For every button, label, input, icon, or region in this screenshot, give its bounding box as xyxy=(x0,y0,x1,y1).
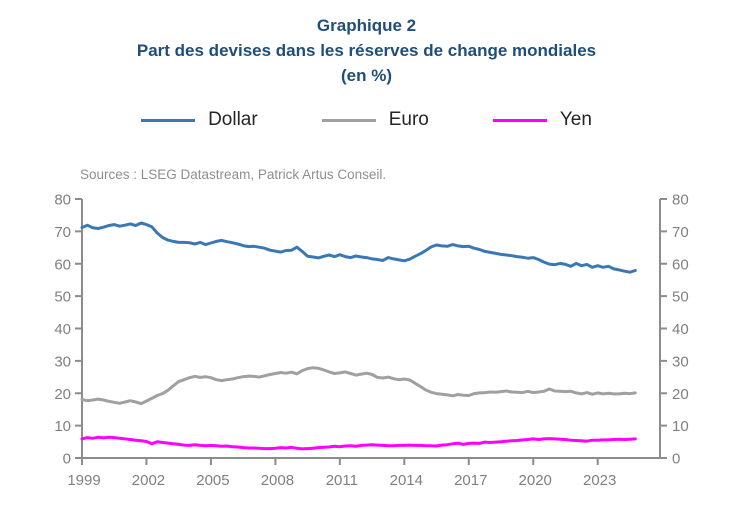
y-axis-tick-label-right: 50 xyxy=(672,289,689,306)
y-axis-tick-label-left: 50 xyxy=(54,289,71,306)
y-axis-tick-label-right: 60 xyxy=(672,256,689,273)
chart-title: Graphique 2 xyxy=(316,16,417,35)
y-axis-tick-label-right: 20 xyxy=(672,386,689,403)
legend-item-yen: Yen xyxy=(492,109,592,131)
x-axis-tick-label: 2005 xyxy=(196,472,229,489)
legend-label-dollar: Dollar xyxy=(208,109,258,130)
y-axis-tick-label-left: 0 xyxy=(63,451,71,468)
x-axis-tick-label: 2011 xyxy=(326,472,358,489)
legend: Dollar Euro Yen xyxy=(0,109,733,131)
x-axis-tick-label: 2014 xyxy=(390,472,423,489)
dollar-line-swatch-icon xyxy=(141,118,196,122)
y-axis-tick-label-left: 80 xyxy=(54,192,71,209)
y-axis-tick-label-right: 0 xyxy=(672,451,680,468)
chart-subtitle: Part des devises dans les réserves de ch… xyxy=(136,41,597,60)
yen-line-swatch-icon xyxy=(492,118,547,122)
y-axis-tick-label-right: 10 xyxy=(672,418,689,435)
x-axis-tick-label: 2023 xyxy=(583,472,616,489)
euro-line-swatch-icon xyxy=(321,118,376,122)
yen-line xyxy=(80,435,637,451)
title-block: Graphique 2 Part des devises dans les ré… xyxy=(0,13,733,88)
y-axis-tick-label-left: 30 xyxy=(54,353,71,370)
x-axis-tick-label: 2002 xyxy=(132,472,165,489)
legend-item-euro: Euro xyxy=(321,109,429,131)
legend-label-euro: Euro xyxy=(388,109,429,130)
y-axis-tick-label-left: 20 xyxy=(54,386,71,403)
chart-unit-label: (en %) xyxy=(341,66,392,85)
y-axis-tick-label-right: 30 xyxy=(672,353,689,370)
x-axis-tick-label: 1999 xyxy=(67,472,100,489)
legend-item-dollar: Dollar xyxy=(141,109,258,131)
y-axis-tick-label-right: 70 xyxy=(672,224,689,241)
euro-line xyxy=(80,366,637,406)
y-axis-tick-label-left: 60 xyxy=(54,256,71,273)
y-axis-tick-label-right: 40 xyxy=(672,321,689,338)
y-axis-tick-label-left: 10 xyxy=(54,418,71,435)
dollar-line xyxy=(80,221,637,274)
legend-label-yen: Yen xyxy=(559,109,592,130)
x-axis-tick-label: 2008 xyxy=(261,472,294,489)
x-axis-tick-label: 2017 xyxy=(454,472,487,489)
y-axis-tick-label-left: 70 xyxy=(54,224,71,241)
x-axis-tick-label: 2020 xyxy=(519,472,552,489)
source-note: Sources : LSEG Datastream, Patrick Artus… xyxy=(80,167,387,182)
y-axis-tick-label-right: 80 xyxy=(672,192,689,209)
y-axis-tick-label-left: 40 xyxy=(54,321,71,338)
